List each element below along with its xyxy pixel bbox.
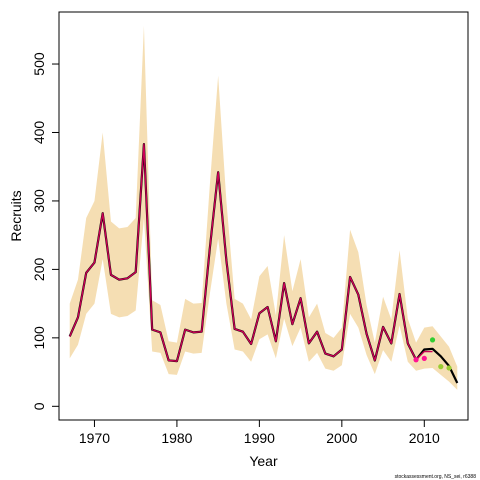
plot-frame bbox=[58, 11, 469, 421]
data-point bbox=[446, 365, 452, 371]
x-tick-label: 1990 bbox=[244, 430, 275, 446]
y-axis: 0 100 200 300 400 500 bbox=[31, 52, 60, 410]
series-lines-layer bbox=[68, 143, 459, 384]
y-tick-label: 100 bbox=[31, 326, 47, 350]
points-layer bbox=[413, 337, 452, 371]
data-point bbox=[421, 355, 427, 361]
x-tick-label: 2010 bbox=[409, 430, 440, 446]
confidence-band bbox=[69, 25, 458, 390]
x-tick-label: 1980 bbox=[161, 430, 192, 446]
y-tick-label: 200 bbox=[31, 258, 47, 282]
data-point bbox=[413, 357, 419, 363]
y-tick-label: 400 bbox=[31, 121, 47, 145]
confidence-band-layer bbox=[69, 25, 458, 390]
y-axis-title: Recruits bbox=[8, 190, 24, 241]
x-tick-label: 2000 bbox=[326, 430, 357, 446]
credit-text: stockassessment.org, NS_sei, r6388 bbox=[395, 474, 477, 480]
x-tick-label: 1970 bbox=[79, 430, 110, 446]
series-line-retro bbox=[69, 143, 433, 362]
y-tick-label: 0 bbox=[31, 402, 47, 410]
x-axis: 1970 1980 1990 2000 2010 bbox=[79, 419, 440, 446]
data-point bbox=[438, 364, 444, 370]
y-tick-label: 500 bbox=[31, 52, 47, 76]
x-axis-title: Year bbox=[249, 453, 278, 469]
y-tick-label: 300 bbox=[31, 189, 47, 213]
data-point bbox=[429, 337, 436, 343]
